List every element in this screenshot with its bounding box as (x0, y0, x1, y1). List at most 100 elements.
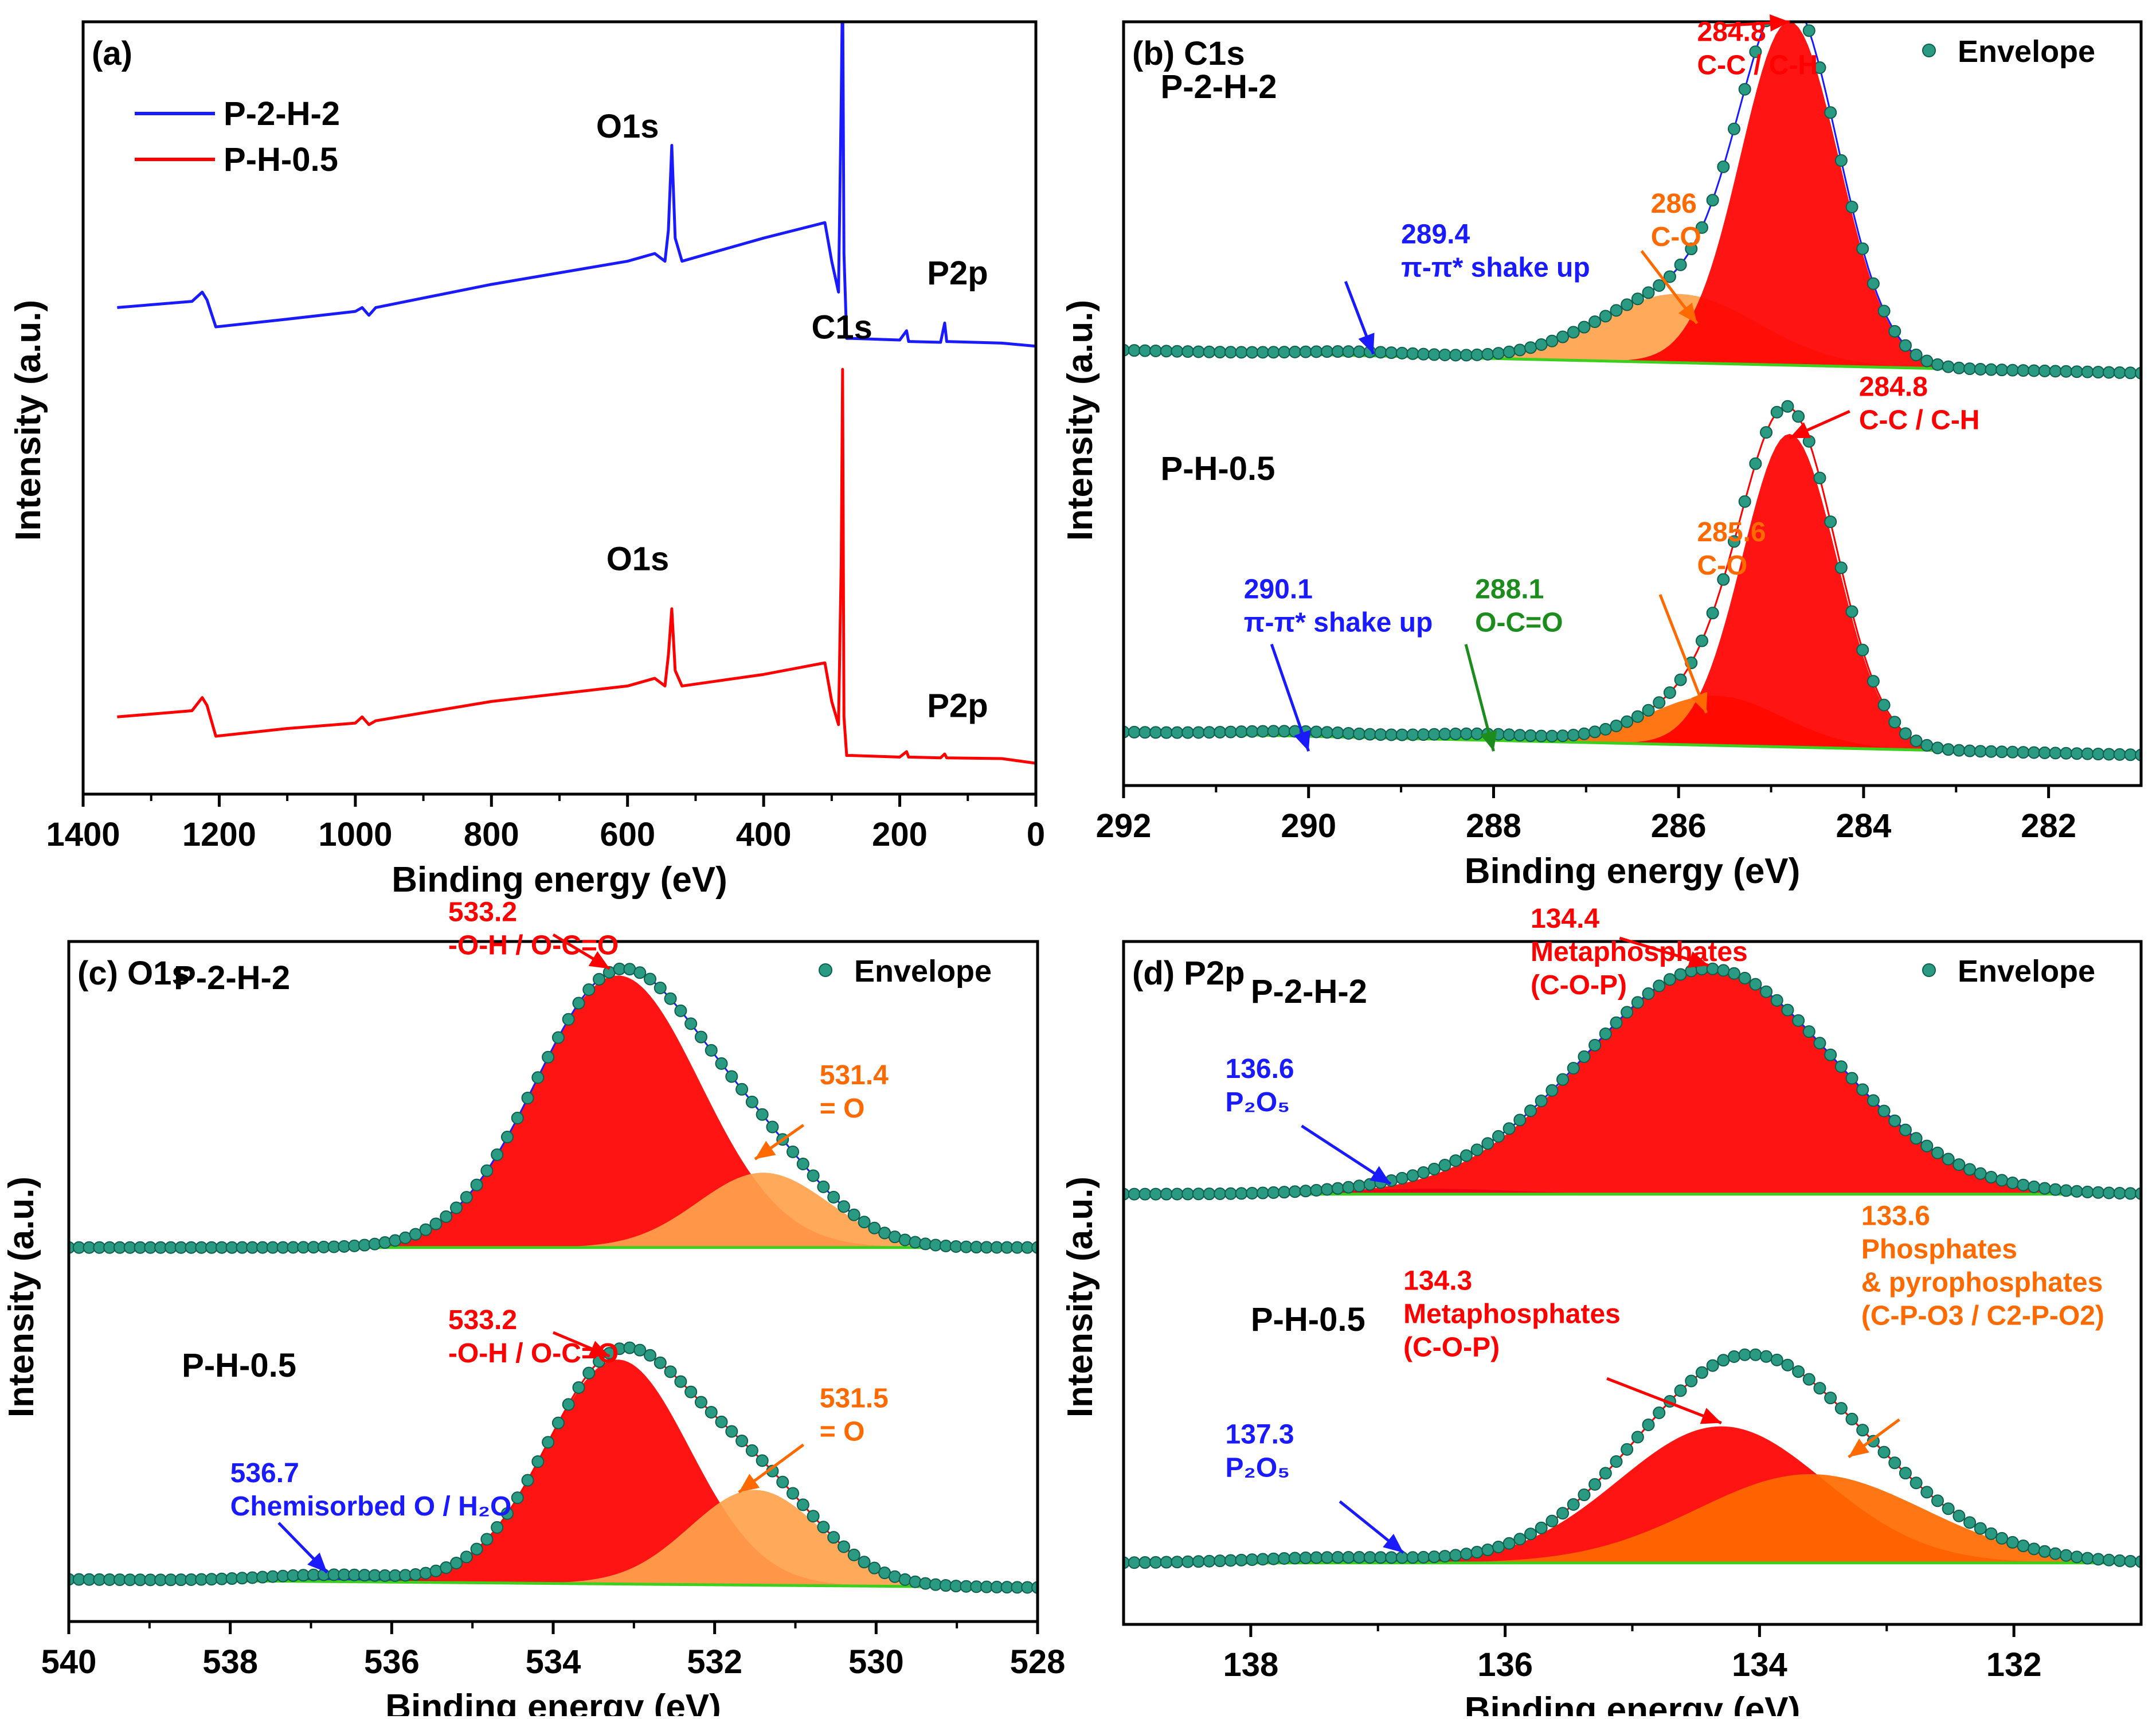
envelope-point (1985, 363, 1998, 376)
envelope-point (2124, 1554, 2137, 1568)
annotation-text: C-O (1697, 550, 1747, 581)
envelope-point (1770, 994, 1783, 1007)
envelope-point (1760, 1350, 1773, 1363)
envelope-point (1524, 1527, 1537, 1541)
envelope-point (1256, 1186, 1269, 1200)
envelope-point (2070, 365, 2083, 378)
envelope-point (1149, 726, 1163, 739)
envelope-point (1845, 200, 1858, 213)
envelope-point (2081, 1552, 2094, 1565)
envelope-point (1631, 710, 1644, 723)
envelope-point (2038, 1545, 2051, 1558)
envelope-point (2124, 1187, 2137, 1200)
envelope-point (1588, 1038, 1602, 1052)
envelope-point (1621, 1006, 1634, 1019)
envelope-point (1813, 1382, 1826, 1395)
annotation-arrowhead (1848, 1438, 1869, 1458)
envelope-point (1877, 304, 1891, 318)
envelope-point (1214, 725, 1227, 739)
envelope-point (2060, 1549, 2073, 1562)
envelope-point (1802, 1025, 1815, 1038)
envelope-point (450, 1201, 463, 1214)
envelope-point (1502, 1537, 1516, 1550)
envelope-point (1749, 457, 1762, 470)
annotation-arrow (1606, 1377, 1722, 1424)
envelope-point (1310, 345, 1323, 358)
envelope-point (1685, 243, 1698, 256)
envelope-point (2017, 1540, 2030, 1553)
envelope-point (1288, 1185, 1301, 1198)
envelope-point (1192, 1555, 1205, 1568)
envelope-point (2113, 748, 2126, 761)
envelope-point (1845, 605, 1858, 618)
envelope-point (470, 1178, 483, 1191)
annotation-text: -O-H / O-C=O (448, 930, 619, 960)
sample-label: P-2-H-2 (174, 959, 290, 997)
envelope-point (1824, 1048, 1837, 1061)
envelope-point (858, 1556, 871, 1569)
envelope-point (1203, 345, 1216, 358)
envelope-point (1406, 1551, 1419, 1564)
x-tick-label: 284 (1836, 807, 1892, 845)
envelope-point (1171, 345, 1184, 358)
envelope-point (715, 1057, 728, 1070)
envelope-point (1663, 686, 1676, 700)
envelope-point (2028, 364, 2041, 377)
envelope-point (2028, 1180, 2041, 1193)
envelope-point (694, 1396, 707, 1409)
envelope-point (1856, 242, 1869, 255)
envelope-point (1760, 985, 1773, 998)
envelope-point (1545, 729, 1559, 743)
annotation-text: Chemisorbed O / H₂O (230, 1491, 512, 1522)
envelope-point (1481, 1137, 1494, 1150)
axes-frame (1122, 20, 2143, 787)
annotation-arrowhead (1369, 1166, 1391, 1184)
envelope-point (1963, 1163, 1977, 1176)
envelope-point (1793, 0, 1804, 11)
envelope-point (1524, 341, 1537, 354)
envelope-point (654, 981, 667, 994)
envelope-point (1321, 1183, 1333, 1196)
envelope-point (2124, 748, 2137, 761)
envelope-point (1899, 1123, 1912, 1136)
envelope-point (644, 1349, 656, 1362)
envelope-point (1888, 1114, 1901, 1127)
envelope-point (1459, 1149, 1473, 1162)
component-peak-533_2 (69, 975, 1038, 1248)
annotation-arrowhead (1480, 730, 1497, 752)
envelope-point (1674, 1384, 1687, 1397)
envelope-point (1181, 726, 1195, 739)
envelope-point (542, 1436, 555, 1449)
envelope-point (1631, 1431, 1644, 1444)
envelope-point (1824, 515, 1837, 528)
legend-label: P-2-H-2 (224, 95, 340, 132)
envelope-point (1267, 725, 1280, 738)
annotation-text: 531.4 (820, 1060, 889, 1091)
annotation-text: 285.6 (1697, 517, 1766, 548)
envelope-point (1781, 1003, 1794, 1017)
envelope-point (1331, 1182, 1344, 1195)
envelope-point (1749, 978, 1762, 991)
envelope-point (827, 1531, 840, 1544)
envelope-point (1642, 987, 1655, 1000)
envelope-point (1449, 1549, 1462, 1562)
annotation-text: Metaphosphates (1531, 937, 1748, 967)
envelope-point (2102, 1186, 2115, 1200)
envelope-point (705, 1405, 718, 1419)
envelope-point (1235, 1187, 1248, 1200)
panel-d: 138 136 134 132 Binding energy (eV) Intensity… (1061, 904, 2143, 1719)
envelope-point (684, 1385, 698, 1398)
annotation-text: π-π* shake up (1401, 252, 1590, 283)
envelope-point (817, 1521, 830, 1534)
envelope-point (674, 1004, 687, 1017)
envelope-point (1642, 1418, 1655, 1431)
envelope-point (1792, 410, 1805, 423)
envelope-point (491, 1148, 504, 1161)
envelope-point (2049, 747, 2062, 760)
envelope-point (1995, 745, 2009, 759)
envelope-point (1310, 1183, 1323, 1197)
annotation-text: 136.6 (1226, 1054, 1294, 1084)
envelope-point (2049, 1547, 2062, 1560)
y-axis-label: Intensity (a.u.) (1061, 300, 1100, 541)
